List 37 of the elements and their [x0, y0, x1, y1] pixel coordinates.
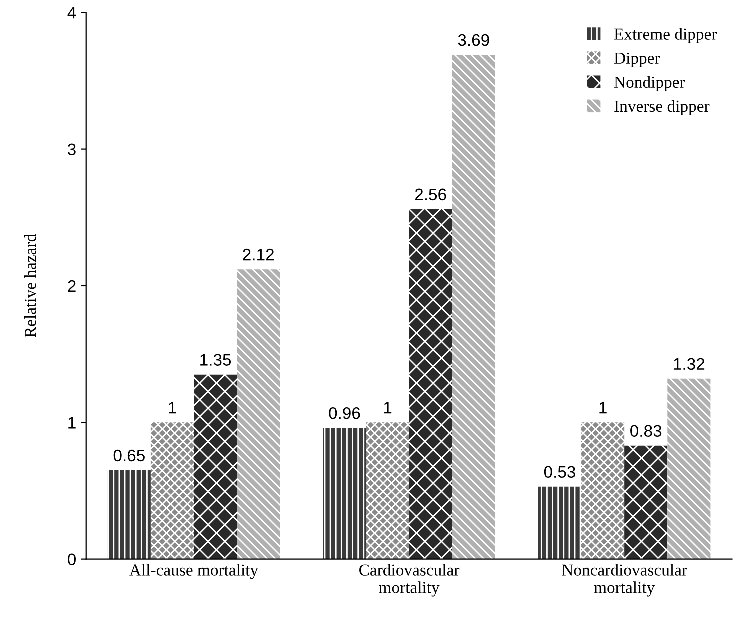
legend-label: Inverse dipper — [614, 100, 710, 116]
legend-label: Dipper — [614, 52, 660, 68]
bar — [237, 270, 280, 560]
bar — [366, 422, 410, 560]
data-label: 2.56 — [415, 188, 446, 201]
bar — [150, 422, 194, 560]
bar — [194, 374, 238, 560]
data-label: 0.65 — [114, 450, 145, 462]
data-label: 0.83 — [630, 425, 662, 438]
y-tick-label: 2 — [68, 280, 76, 292]
data-label: 1 — [384, 402, 392, 414]
x-tick-label: Cardiovascular mortality — [360, 564, 460, 597]
data-label: 1.32 — [674, 358, 705, 370]
bar — [624, 446, 668, 560]
y-tick-label: 1 — [68, 417, 76, 429]
legend-label: Nondipper — [614, 76, 686, 92]
data-label: 1 — [169, 402, 176, 414]
y-tick-label: 4 — [68, 7, 76, 19]
x-tick-label: All-cause mortality — [130, 564, 259, 580]
bar — [108, 470, 151, 560]
y-axis-title: Relative hazard — [24, 234, 36, 338]
bar — [668, 378, 711, 560]
y-tick-label: 0 — [68, 554, 76, 566]
data-label: 0.53 — [544, 466, 576, 478]
data-label: 2.12 — [243, 248, 274, 261]
data-label: 0.96 — [329, 407, 360, 420]
data-label: 3.69 — [458, 34, 490, 46]
x-tick-label: Noncardiovascular mortality — [562, 564, 688, 597]
bar — [582, 422, 625, 560]
bar — [538, 486, 582, 560]
data-label: 1.35 — [200, 354, 232, 366]
legend-label: Extreme dipper — [614, 28, 718, 44]
data-label: 1 — [600, 402, 607, 414]
bar — [452, 55, 496, 560]
bar — [409, 209, 452, 560]
bar — [323, 428, 366, 560]
y-tick-label: 3 — [68, 144, 76, 156]
